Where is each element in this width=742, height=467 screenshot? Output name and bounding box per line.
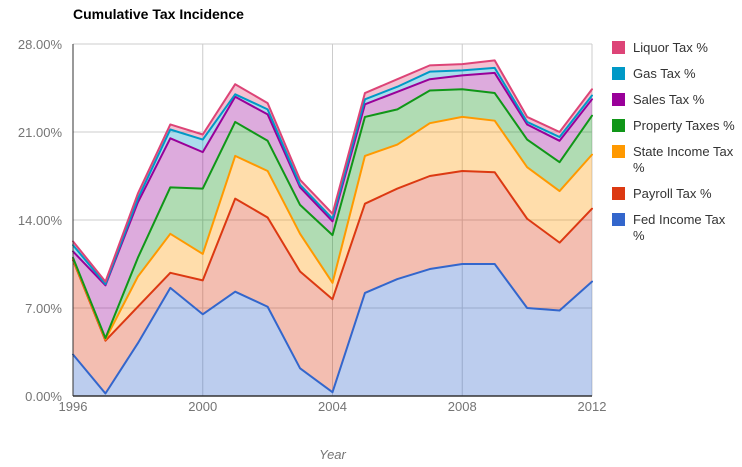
legend-item-label: Liquor Tax % (633, 40, 708, 55)
line-series-liquor-tax (72, 59, 593, 283)
y-axis-tick-label: 21.00% (17, 125, 62, 140)
line-series-gas-tax (72, 66, 593, 286)
area-series-payroll-tax (73, 170, 592, 394)
legend-item-label: Payroll Tax % (633, 186, 712, 201)
legend-color-swatch (612, 187, 625, 200)
line-series-fed-income-tax (72, 263, 593, 395)
legend-color-swatch (612, 145, 625, 158)
y-axis-tick-label: 14.00% (17, 213, 62, 228)
line-series-property-taxes (72, 88, 593, 340)
legend-color-swatch (612, 119, 625, 132)
legend-item-label: Sales Tax % (633, 92, 705, 107)
chart-title: Cumulative Tax Incidence (73, 6, 244, 22)
legend-item-fed-income-tax: Fed Income Tax % (612, 212, 740, 244)
line-series-state-income-tax (72, 115, 593, 341)
area-series-fed-income-tax (73, 264, 592, 396)
x-axis-tick-label: 2012 (577, 399, 607, 414)
y-axis-tick-label: 28.00% (17, 37, 62, 52)
x-axis-title: Year (319, 447, 346, 462)
legend-item-label: Property Taxes % (633, 118, 735, 133)
legend-item-liquor-tax: Liquor Tax % (612, 40, 740, 56)
legend-item-label: State Income Tax % (633, 144, 734, 175)
area-series-state-income-tax (73, 116, 592, 341)
line-series-payroll-tax (72, 169, 593, 342)
area-series-property-taxes (73, 89, 592, 340)
legend-color-swatch (612, 213, 625, 226)
x-axis-tick-label: 2000 (188, 399, 218, 414)
legend-color-swatch (612, 93, 625, 106)
y-axis-tick-label: 0.00% (25, 389, 62, 404)
legend-item-label: Gas Tax % (633, 66, 696, 81)
legend-item-label: Fed Income Tax % (633, 212, 726, 243)
legend-color-swatch (612, 41, 625, 54)
x-axis-tick-label: 2008 (447, 399, 477, 414)
legend-item-payroll-tax: Payroll Tax % (612, 186, 740, 202)
legend-item-sales-tax: Sales Tax % (612, 92, 740, 108)
legend-item-property-taxes: Property Taxes % (612, 118, 740, 134)
legend-item-gas-tax: Gas Tax % (612, 66, 740, 82)
legend-color-swatch (612, 67, 625, 80)
line-series-sales-tax (72, 71, 593, 287)
chart-legend: Liquor Tax % Gas Tax % Sales Tax % Property… (612, 40, 740, 254)
legend-item-state-income-tax: State Income Tax % (612, 144, 740, 176)
x-axis-tick-label: 1996 (58, 399, 88, 414)
y-axis-tick-label: 7.00% (25, 301, 62, 316)
x-axis-tick-label: 2004 (318, 399, 347, 414)
